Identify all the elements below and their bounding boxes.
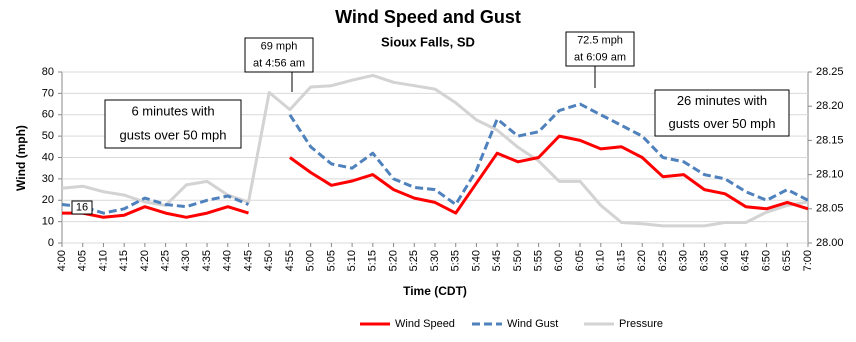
x-tick-label: 5:45 <box>491 250 503 271</box>
x-tick-label: 4:50 <box>263 250 275 271</box>
x-tick-label: 5:25 <box>408 250 420 271</box>
x-tick-label: 4:05 <box>77 250 89 271</box>
x-tick-label: 4:45 <box>242 250 254 271</box>
x-tick-label: 5:50 <box>512 250 524 271</box>
x-tick-label: 6:30 <box>678 250 690 271</box>
y-tick-label: 0 <box>48 237 54 249</box>
series-line <box>61 102 809 215</box>
annotation-box <box>71 200 93 215</box>
x-tick-label: 4:55 <box>284 250 296 271</box>
x-tick-label: 5:05 <box>325 250 337 271</box>
annotation-text: at 6:09 am <box>574 51 626 63</box>
annotation-text: 72.5 mph <box>577 34 623 46</box>
x-tick-label: 4:35 <box>201 250 213 271</box>
annotation-text: 26 minutes with <box>677 93 767 108</box>
y-tick-label: 30 <box>42 173 54 185</box>
y-axis-title: Wind (mph) <box>14 125 28 191</box>
y2-tick-label: 28.00 <box>816 237 844 249</box>
y-tick-label: 10 <box>42 216 54 228</box>
annotation-text: gusts over 50 mph <box>669 116 776 131</box>
annotation-box <box>654 89 790 137</box>
y-tick-label: 40 <box>42 151 54 163</box>
annotation-box <box>104 99 242 149</box>
x-tick-label: 6:15 <box>615 250 627 271</box>
x-tick-label: 6:35 <box>698 250 710 271</box>
x-tick-label: 6:45 <box>740 250 752 271</box>
y2-tick-label: 28.20 <box>816 100 844 112</box>
x-tick-label: 6:40 <box>719 250 731 271</box>
y-tick-label: 20 <box>42 194 54 206</box>
x-tick-label: 6:00 <box>553 250 565 271</box>
x-tick-label: 4:00 <box>56 250 68 271</box>
y2-tick-label: 28.25 <box>816 66 844 78</box>
series-line <box>61 73 809 228</box>
annotation-text: 16 <box>76 201 88 213</box>
chart-subtitle: Sioux Falls, SD <box>381 34 475 49</box>
y-tick-label: 80 <box>42 66 54 78</box>
legend-label: Pressure <box>619 318 663 330</box>
chart-title: Wind Speed and Gust <box>335 7 521 27</box>
x-tick-label: 4:20 <box>139 250 151 271</box>
y-tick-label: 60 <box>42 109 54 121</box>
x-tick-label: 5:40 <box>470 250 482 271</box>
x-tick-label: 6:10 <box>595 250 607 271</box>
x-tick-label: 5:00 <box>305 250 317 271</box>
y-tick-label: 70 <box>42 87 54 99</box>
y-tick-label: 50 <box>42 130 54 142</box>
x-tick-label: 4:10 <box>97 250 109 271</box>
x-tick-label: 6:20 <box>636 250 648 271</box>
annotation-text: at 4:56 am <box>253 57 305 69</box>
x-tick-label: 5:20 <box>387 250 399 271</box>
x-tick-label: 4:15 <box>118 250 130 271</box>
x-tick-label: 4:40 <box>222 250 234 271</box>
series-line <box>62 134 809 219</box>
x-tick-label: 6:55 <box>781 250 793 271</box>
x-tick-label: 5:10 <box>346 250 358 271</box>
annotation-text: 6 minutes with <box>131 103 214 118</box>
x-tick-label: 6:05 <box>574 250 586 271</box>
x-tick-label: 5:30 <box>429 250 441 271</box>
y2-tick-label: 28.15 <box>816 134 844 146</box>
x-tick-label: 7:00 <box>802 250 814 271</box>
annotation-text: gusts over 50 mph <box>120 127 227 142</box>
x-tick-label: 6:25 <box>657 250 669 271</box>
y2-tick-label: 28.05 <box>816 203 844 215</box>
legend-label: Wind Speed <box>395 318 455 330</box>
x-tick-label: 5:15 <box>367 250 379 271</box>
x-tick-label: 5:35 <box>450 250 462 271</box>
x-tick-label: 6:50 <box>760 250 772 271</box>
x-tick-label: 5:55 <box>533 250 545 271</box>
x-tick-label: 4:30 <box>180 250 192 271</box>
x-tick-label: 4:25 <box>160 250 172 271</box>
legend-label: Wind Gust <box>507 318 558 330</box>
y2-tick-label: 28.10 <box>816 169 844 181</box>
annotation-box <box>244 37 314 73</box>
annotation-text: 69 mph <box>261 40 298 52</box>
x-axis-title: Time (CDT) <box>403 284 467 298</box>
annotation-box <box>565 31 635 67</box>
